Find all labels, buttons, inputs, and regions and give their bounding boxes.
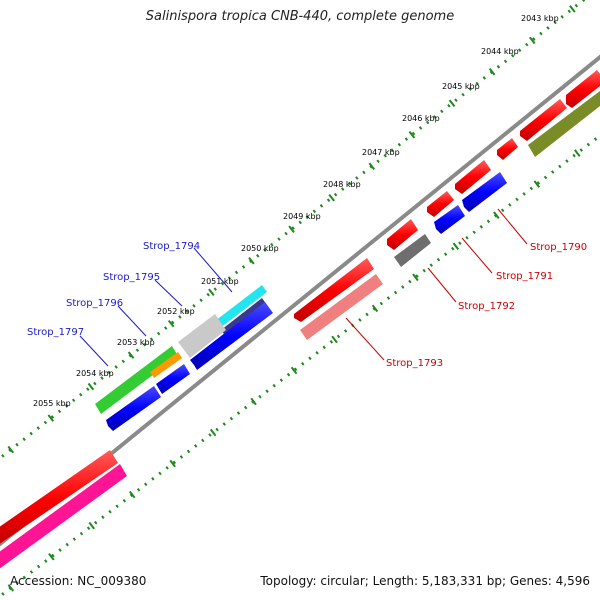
reverse-strand-genes (0, 91, 600, 572)
gene-feature-pink[interactable] (300, 274, 383, 340)
kbp-label-2048: 2048 kbp (323, 180, 361, 189)
major-tick (288, 225, 295, 234)
kbp-label-2044: 2044 kbp (481, 47, 519, 56)
gene-feature-red[interactable] (0, 450, 118, 547)
major-tick (88, 521, 95, 530)
gene-label-strop-1791[interactable]: Strop_1791 (496, 271, 553, 282)
major-tick (167, 319, 175, 328)
major-tick (574, 149, 581, 157)
major-tick (331, 335, 338, 344)
major-tick (328, 193, 335, 202)
kbp-label-2046: 2046 kbp (402, 114, 440, 123)
major-tick (368, 162, 376, 171)
inner-dotted-tick-line (0, 133, 600, 599)
gene-feature-green[interactable] (95, 346, 178, 414)
gene-feature-red[interactable] (566, 70, 600, 108)
gene-feature-gray[interactable] (394, 234, 431, 267)
major-tick (290, 366, 298, 375)
gene-feature-blue[interactable] (156, 364, 190, 394)
major-tick (209, 428, 217, 437)
major-tick (169, 459, 176, 468)
gene-feature-red[interactable] (455, 160, 491, 194)
gene-feature-magenta[interactable] (0, 464, 127, 572)
label-leaders (79, 208, 528, 367)
leader-strop-1796 (117, 305, 147, 337)
kbp-labels: 2043 kbp 2044 kbp 2045 kbp 2046 kbp 2047… (33, 14, 559, 408)
gene-feature-olive[interactable] (528, 91, 600, 157)
gene-label-strop-1790[interactable]: Strop_1790 (530, 242, 587, 253)
major-tick (47, 414, 55, 422)
gene-feature-lightgray[interactable] (178, 314, 226, 358)
major-tick (48, 552, 55, 561)
major-tick (533, 180, 541, 188)
gene-feature-blue[interactable] (434, 205, 465, 234)
leader-strop-1792 (427, 267, 457, 303)
major-tick (493, 211, 500, 220)
kbp-label-2053: 2053 kbp (117, 338, 155, 347)
major-ticks (7, 5, 581, 592)
kbp-label-2050: 2050 kbp (241, 244, 279, 253)
gene-feature-red[interactable] (497, 138, 518, 160)
gene-label-strop-1793[interactable]: Strop_1793 (386, 358, 443, 369)
kbp-label-2043: 2043 kbp (521, 14, 559, 23)
leader-strop-1793 (345, 317, 385, 361)
gene-feature-red[interactable] (520, 99, 567, 141)
major-tick (7, 584, 15, 592)
kbp-label-2049: 2049 kbp (283, 212, 321, 221)
gene-label-strop-1796[interactable]: Strop_1796 (66, 298, 123, 309)
major-tick (371, 304, 379, 313)
genome-summary-text: Topology: circular; Length: 5,183,331 bp… (260, 574, 590, 588)
major-tick (129, 490, 136, 499)
major-tick (408, 130, 416, 139)
gene-feature-cyan[interactable] (215, 285, 267, 328)
forward-strand-genes (0, 70, 600, 547)
major-tick (127, 351, 135, 359)
major-tick (208, 288, 215, 297)
gene-feature-blue[interactable] (190, 302, 273, 370)
gene-label-strop-1795[interactable]: Strop_1795 (103, 272, 160, 283)
major-tick (7, 445, 14, 454)
major-tick (452, 242, 460, 251)
kbp-label-2054: 2054 kbp (76, 369, 114, 378)
major-tick (569, 5, 576, 13)
leader-strop-1790 (497, 208, 528, 245)
gene-feature-blue[interactable] (462, 172, 507, 212)
outer-dotted-tick-line (0, 0, 587, 460)
kbp-label-2051: 2051 kbp (201, 277, 239, 286)
gene-label-strop-1797[interactable]: Strop_1797 (27, 327, 84, 338)
gene-feature-red[interactable] (294, 258, 374, 322)
gene-feature-red[interactable] (387, 219, 418, 250)
major-tick (87, 382, 95, 391)
gene-feature-blue[interactable] (106, 386, 161, 431)
major-tick (250, 397, 257, 406)
kbp-label-2052: 2052 kbp (157, 307, 195, 316)
major-tick (412, 273, 419, 282)
gene-feature-orange[interactable] (150, 352, 182, 378)
leader-strop-1794 (193, 247, 233, 293)
gene-label-strop-1792[interactable]: Strop_1792 (458, 301, 515, 312)
leader-strop-1797 (79, 335, 109, 367)
major-tick (529, 36, 536, 45)
major-tick (248, 256, 255, 265)
figure-title: Salinispora tropica CNB-440, complete ge… (145, 9, 455, 24)
leader-strop-1791 (461, 237, 493, 274)
kbp-label-2055: 2055 kbp (33, 399, 71, 408)
major-tick (448, 99, 456, 108)
major-tick (488, 67, 496, 76)
gene-feature-red[interactable] (427, 191, 454, 217)
accession-text: Accession: NC_009380 (10, 574, 147, 588)
kbp-label-2045: 2045 kbp (442, 82, 480, 91)
kbp-label-2047: 2047 kbp (362, 148, 400, 157)
leader-strop-1795 (154, 279, 183, 307)
gene-label-strop-1794[interactable]: Strop_1794 (143, 241, 200, 252)
